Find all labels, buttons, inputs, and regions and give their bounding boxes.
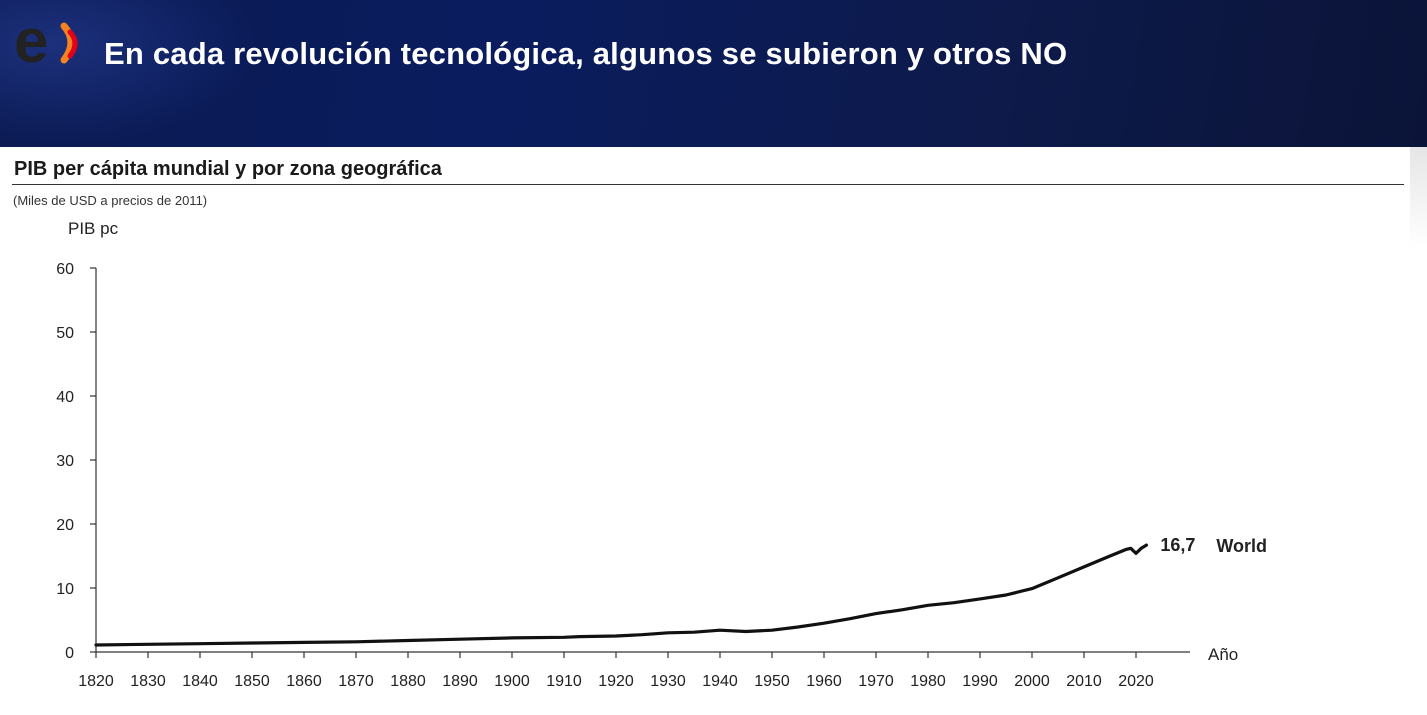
logo-arc-orange bbox=[60, 22, 75, 64]
x-tick-label: 1960 bbox=[806, 673, 842, 690]
series-group: 16,7 World bbox=[94, 535, 1267, 647]
y-tick-label: 40 bbox=[56, 389, 74, 406]
y-ticks: 0 10 20 30 40 50 60 bbox=[56, 261, 96, 662]
x-tick-label: 1970 bbox=[858, 673, 894, 690]
x-tick-label: 1840 bbox=[182, 673, 218, 690]
y-tick-label: 60 bbox=[56, 261, 74, 278]
x-tick-label: 1900 bbox=[494, 673, 530, 690]
series-line-world bbox=[94, 543, 1149, 647]
x-axis-label: Año bbox=[1208, 645, 1238, 664]
entel-logo: e bbox=[14, 12, 78, 72]
x-tick-label: 1850 bbox=[234, 673, 270, 690]
y-tick-label: 0 bbox=[65, 645, 74, 662]
x-tick-label: 2000 bbox=[1014, 673, 1050, 690]
chart-subtitle: (Miles de USD a precios de 2011) bbox=[13, 193, 208, 208]
x-tick-label: 1860 bbox=[286, 673, 322, 690]
logo-letter: e bbox=[14, 12, 48, 72]
x-ticks: 1820 1830 1840 1850 1860 1870 1880 1890 1900 1910… bbox=[78, 652, 1154, 690]
x-tick-label: 1940 bbox=[702, 673, 738, 690]
x-tick-label: 1870 bbox=[338, 673, 374, 690]
end-value-label: 16,7 bbox=[1160, 535, 1195, 555]
page-title: En cada revolución tecnológica, algunos … bbox=[104, 36, 1068, 71]
edge-strip bbox=[1410, 147, 1427, 247]
x-tick-label: 1980 bbox=[910, 673, 946, 690]
logo-arc-red bbox=[67, 29, 78, 59]
x-tick-label: 2020 bbox=[1118, 673, 1154, 690]
x-tick-label: 1930 bbox=[650, 673, 686, 690]
x-tick-label: 1830 bbox=[130, 673, 166, 690]
x-tick-label: 2010 bbox=[1066, 673, 1102, 690]
x-tick-label: 1990 bbox=[962, 673, 998, 690]
x-tick-label: 1890 bbox=[442, 673, 478, 690]
y-tick-label: 30 bbox=[56, 453, 74, 470]
x-tick-label: 1920 bbox=[598, 673, 634, 690]
x-tick-label: 1820 bbox=[78, 673, 114, 690]
y-tick-label: 50 bbox=[56, 325, 74, 342]
chart-title: PIB per cápita mundial y por zona geográ… bbox=[14, 158, 442, 180]
header-banner: e En cada revolución tecnológica, alguno… bbox=[0, 0, 1427, 147]
y-tick-label: 20 bbox=[56, 517, 74, 534]
x-tick-label: 1950 bbox=[754, 673, 790, 690]
x-tick-label: 1880 bbox=[390, 673, 426, 690]
title-divider bbox=[12, 184, 1404, 185]
y-tick-label: 10 bbox=[56, 581, 74, 598]
series-name-label: World bbox=[1216, 536, 1267, 556]
x-tick-label: 1910 bbox=[546, 673, 582, 690]
y-axis-label: PIB pc bbox=[68, 219, 119, 238]
